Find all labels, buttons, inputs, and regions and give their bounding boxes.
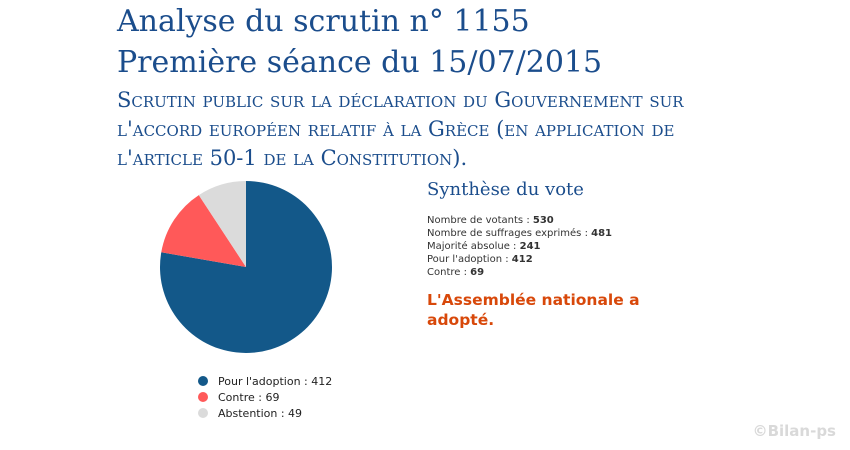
stat-row-majorite: Majorité absolue : 241 bbox=[427, 240, 612, 253]
session-subtitle: Première séance du 15/07/2015 bbox=[117, 45, 603, 80]
scrutin-description: Scrutin public sur la déclaration du Gou… bbox=[117, 88, 684, 170]
legend-label: Pour l'adoption : 412 bbox=[218, 375, 332, 388]
legend-label: Contre : 69 bbox=[218, 391, 279, 404]
vote-stats: Nombre de votants : 530 Nombre de suffra… bbox=[427, 214, 612, 279]
legend-marker bbox=[198, 392, 208, 402]
stat-row-exprimes: Nombre de suffrages exprimés : 481 bbox=[427, 227, 612, 240]
legend-label: Abstention : 49 bbox=[218, 407, 302, 420]
stat-value: 530 bbox=[532, 215, 554, 226]
stat-label: Pour l'adoption : bbox=[427, 254, 509, 265]
stat-label: Nombre de votants : bbox=[427, 215, 530, 226]
stat-row-votants: Nombre de votants : 530 bbox=[427, 214, 612, 227]
stat-label: Majorité absolue : bbox=[427, 241, 517, 252]
watermark: ©Bilan-ps bbox=[752, 422, 836, 440]
vote-pie-chart: Pour l'adoption : 412 Contre : 69 Abstenti… bbox=[160, 181, 333, 420]
stat-value: 412 bbox=[511, 254, 533, 265]
stat-value: 69 bbox=[470, 267, 485, 278]
stat-row-pour: Pour l'adoption : 412 bbox=[427, 253, 612, 266]
legend-marker bbox=[198, 376, 208, 386]
pie-slices bbox=[160, 181, 333, 353]
legend-marker bbox=[198, 408, 208, 418]
synthesis-title: Synthèse du vote bbox=[427, 179, 584, 200]
stat-label: Contre : bbox=[427, 267, 467, 278]
vote-result: L'Assemblée nationale a adopté. bbox=[427, 291, 640, 329]
stat-value: 241 bbox=[519, 241, 541, 252]
pie-legend: Pour l'adoption : 412 Contre : 69 Abstenti… bbox=[198, 375, 332, 420]
pie-slice bbox=[161, 195, 246, 267]
stat-row-contre: Contre : 69 bbox=[427, 266, 612, 279]
page-title: Analyse du scrutin n° 1155 bbox=[117, 4, 530, 39]
pie-slice bbox=[198, 181, 246, 267]
stat-label: Nombre de suffrages exprimés : bbox=[427, 228, 588, 239]
pie-slice bbox=[160, 181, 333, 353]
stat-value: 481 bbox=[591, 228, 612, 239]
